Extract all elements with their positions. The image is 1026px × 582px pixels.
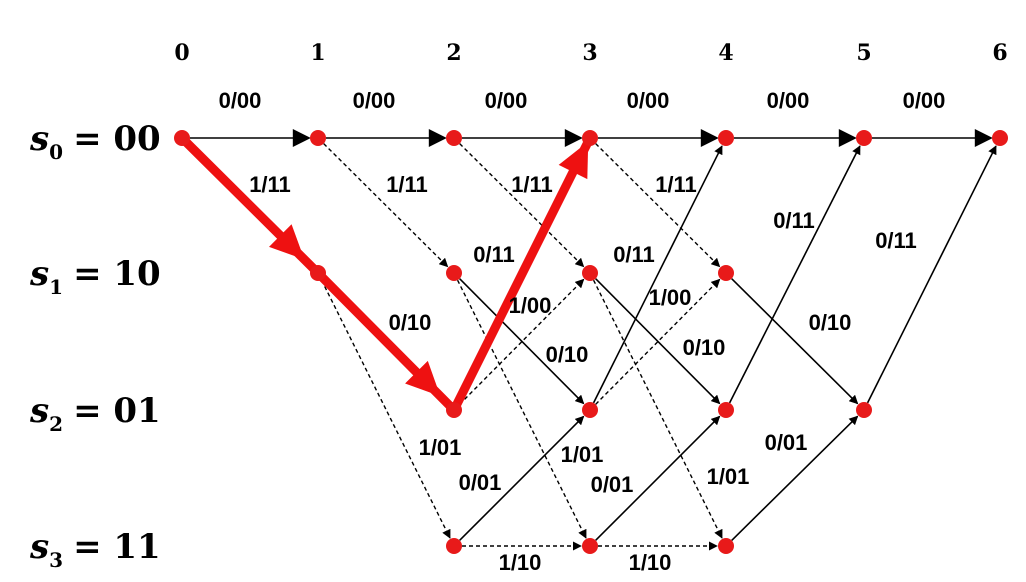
edge-label: 0/10 (683, 335, 726, 360)
trellis-edge (731, 415, 859, 541)
trellis-node (446, 265, 462, 281)
trellis-edge (592, 145, 723, 404)
state-label: s2 = 01 (29, 391, 161, 436)
trellis-edge (459, 278, 585, 405)
trellis-node (446, 538, 462, 554)
trellis-edge (320, 279, 451, 539)
edge-label: 0/11 (875, 228, 917, 253)
trellis-edge (595, 278, 721, 405)
nodes-layer (174, 130, 1008, 554)
time-step-label: 6 (992, 40, 1007, 66)
trellis-node (718, 265, 734, 281)
trellis-node (582, 538, 598, 554)
trellis-node (582, 265, 598, 281)
trellis-node (856, 130, 872, 146)
trellis-node (992, 130, 1008, 146)
edge-label: 0/00 (627, 88, 670, 113)
trellis-node (446, 402, 462, 418)
path-arrowhead (405, 360, 441, 397)
trellis-node (310, 130, 326, 146)
trellis-node (856, 402, 872, 418)
state-label: s0 = 00 (29, 119, 161, 164)
trellis-node (310, 265, 326, 281)
time-step-label: 0 (174, 40, 189, 66)
trellis-node (174, 130, 190, 146)
trellis-node (718, 538, 734, 554)
trellis-edge (595, 143, 721, 268)
edge-label: 0/00 (903, 88, 946, 113)
path-arrowhead (558, 141, 589, 180)
edge-label: 0/11 (773, 208, 815, 233)
trellis-edge (323, 143, 449, 268)
time-step-label: 5 (856, 40, 871, 66)
trellis-edge (866, 145, 997, 404)
time-step-label: 3 (582, 40, 597, 66)
edge-label: 1/10 (629, 550, 672, 575)
time-step-label: 2 (446, 40, 461, 66)
edge-label: 1/00 (509, 293, 552, 318)
trellis-edge (459, 415, 585, 541)
edge-label: 1/11 (249, 172, 291, 197)
highlighted-path (177, 133, 592, 415)
edge-label: 0/10 (546, 342, 589, 367)
trellis-edge (459, 278, 585, 405)
state-label: s1 = 10 (29, 254, 161, 299)
state-labels: s0 = 00 s1 = 10 s2 = 01 s3 = 11 (29, 119, 161, 572)
trellis-node (582, 402, 598, 418)
trellis-node (718, 402, 734, 418)
state-label: s3 = 11 (29, 527, 161, 572)
edge-label: 1/10 (499, 550, 542, 575)
time-step-label: 4 (718, 40, 733, 66)
edge-label: 0/01 (459, 470, 502, 495)
edge-label: 0/00 (485, 88, 528, 113)
edge-label: 0/11 (613, 242, 655, 267)
edge-label: 0/01 (765, 430, 808, 455)
edge-label: 0/10 (809, 310, 852, 335)
edge-label: 0/11 (473, 242, 515, 267)
edge-label: 1/01 (561, 442, 604, 467)
edge-labels: 0/00 0/00 0/00 0/00 0/00 0/00 1/11 1/11 1/11 1/11… (219, 88, 946, 575)
time-axis: 0 1 2 3 4 5 6 (174, 40, 1007, 66)
edge-label: 0/00 (767, 88, 810, 113)
path-arrowhead (268, 224, 305, 260)
edge-label: 0/10 (389, 310, 432, 335)
trellis-edge (595, 415, 721, 541)
time-step-label: 1 (310, 40, 325, 66)
trellis-node (446, 130, 462, 146)
edge-label: 0/01 (591, 472, 634, 497)
trellis-edge (592, 279, 723, 539)
edge-label: 0/00 (353, 88, 396, 113)
trellis-node (582, 130, 598, 146)
trellis-edge (595, 278, 721, 405)
path-segment (449, 138, 592, 415)
trellis-node (718, 130, 734, 146)
edge-label: 1/11 (511, 172, 553, 197)
trellis-edge (456, 279, 587, 539)
edge-label: 0/00 (219, 88, 262, 113)
edge-label: 1/01 (707, 464, 750, 489)
edge-label: 1/11 (655, 172, 697, 197)
edge-label: 1/01 (419, 435, 462, 460)
trellis-edge (459, 143, 585, 268)
trellis-edge (731, 278, 859, 405)
trellis-edge (728, 145, 861, 404)
edge-label: 1/11 (386, 172, 428, 197)
edge-label: 1/00 (649, 285, 692, 310)
